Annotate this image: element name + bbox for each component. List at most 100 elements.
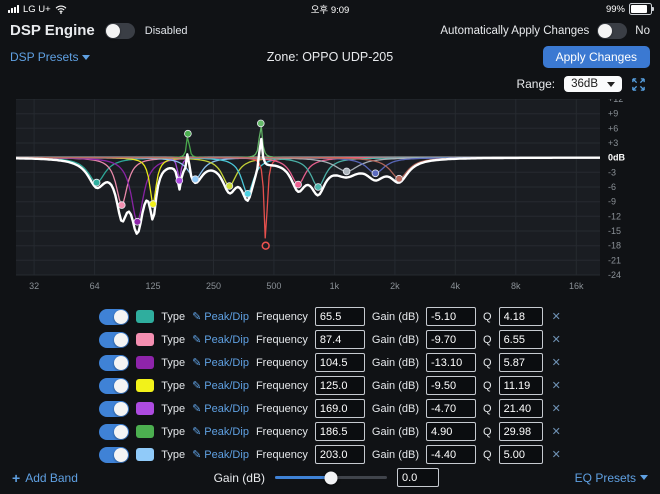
svg-text:-18: -18 (608, 241, 621, 251)
band-gain-input[interactable] (426, 376, 476, 395)
band-frequency-label: Frequency (255, 379, 308, 392)
band-gain-label: Gain (dB) (371, 356, 419, 369)
master-gain-label: Gain (dB) (213, 470, 265, 485)
band-enable-toggle[interactable] (99, 446, 130, 463)
band-edit-link[interactable]: ✎ Peak/Dip (192, 402, 249, 416)
band-q-input[interactable] (498, 376, 543, 395)
eq-band-dot[interactable] (133, 217, 142, 226)
band-frequency-input[interactable] (314, 445, 365, 464)
eq-band-dot[interactable] (184, 129, 192, 138)
eq-band-dot[interactable] (149, 200, 157, 208)
band-edit-link[interactable]: ✎ Peak/Dip (192, 310, 249, 324)
range-select[interactable]: 36dB (564, 76, 622, 92)
svg-text:-12: -12 (608, 211, 621, 221)
band-remove-button[interactable]: ✕ (551, 449, 561, 461)
eq-band-dot[interactable] (243, 190, 252, 198)
svg-text:+9: +9 (608, 109, 618, 119)
band-frequency-label: Frequency (255, 310, 308, 323)
band-remove-button[interactable]: ✕ (551, 403, 561, 415)
slider-thumb[interactable] (324, 471, 338, 484)
band-enable-toggle[interactable] (99, 400, 130, 417)
band-gain-label: Gain (dB) (371, 425, 419, 438)
band-row: Type ✎ Peak/Dip Frequency Gain (dB) Q ✕ (0, 351, 660, 374)
band-edit-label: Peak/Dip (204, 310, 249, 323)
eq-band-dot[interactable] (314, 183, 322, 191)
band-edit-label: Peak/Dip (204, 448, 249, 461)
svg-text:64: 64 (90, 281, 100, 291)
band-enable-toggle[interactable] (99, 354, 130, 371)
master-gain-slider[interactable] (274, 471, 387, 484)
band-gain-input[interactable] (426, 353, 476, 372)
eq-chart[interactable]: +12 +9 +6 +3 0dB -3 -6 -9 -12 -15 -18 -21 -24 32 64 125… (16, 94, 660, 300)
band-remove-button[interactable]: ✕ (551, 380, 561, 392)
band-frequency-input[interactable] (314, 353, 365, 372)
band-q-input[interactable] (498, 445, 543, 464)
apply-changes-button[interactable]: Apply Changes (542, 46, 650, 68)
eq-band-dot[interactable] (118, 201, 126, 209)
eq-band-dot[interactable] (191, 175, 200, 183)
band-edit-link[interactable]: ✎ Peak/Dip (192, 379, 249, 393)
band-q-input[interactable] (498, 330, 543, 349)
eq-band-dot[interactable] (294, 180, 302, 189)
eq-presets-menu[interactable]: EQ Presets (575, 471, 648, 485)
band-q-input[interactable] (498, 307, 543, 326)
band-edit-link[interactable]: ✎ Peak/Dip (192, 448, 249, 462)
pencil-icon: ✎ (192, 426, 202, 438)
eq-band-dot[interactable] (395, 174, 403, 183)
band-enable-toggle[interactable] (99, 308, 130, 325)
eq-band-dot[interactable] (92, 178, 101, 187)
band-remove-button[interactable]: ✕ (551, 334, 561, 346)
zone-label: Zone: OPPO UDP-205 (266, 50, 394, 64)
dsp-disabled-toggle[interactable] (104, 22, 135, 39)
band-type-label: Type (161, 379, 186, 392)
eq-band-dot[interactable] (371, 169, 380, 178)
band-color-swatch (136, 402, 155, 415)
band-edit-link[interactable]: ✎ Peak/Dip (192, 425, 249, 439)
band-enable-toggle[interactable] (99, 331, 130, 348)
band-frequency-input[interactable] (314, 376, 365, 395)
band-frequency-input[interactable] (314, 307, 365, 326)
fullscreen-icon[interactable] (631, 77, 646, 92)
band-gain-input[interactable] (426, 307, 476, 326)
svg-text:2k: 2k (390, 281, 400, 291)
svg-text:-24: -24 (608, 270, 621, 280)
band-frequency-input[interactable] (314, 330, 365, 349)
eq-band-dot[interactable] (261, 241, 270, 250)
band-gain-input[interactable] (426, 422, 476, 441)
eq-band-dot[interactable] (342, 167, 351, 176)
auto-apply-toggle[interactable] (597, 22, 628, 39)
band-remove-button[interactable]: ✕ (551, 311, 561, 323)
band-color-swatch (136, 379, 155, 392)
band-edit-link[interactable]: ✎ Peak/Dip (192, 333, 249, 347)
eq-band-dot[interactable] (225, 182, 234, 190)
master-gain-input[interactable] (396, 468, 439, 487)
eq-band-dots (92, 119, 403, 250)
dsp-presets-menu[interactable]: DSP Presets (10, 50, 91, 64)
band-q-label: Q (483, 333, 492, 346)
band-edit-label: Peak/Dip (204, 356, 249, 369)
add-band-button[interactable]: + Add Band (12, 470, 78, 486)
band-enable-toggle[interactable] (99, 377, 130, 394)
band-type-label: Type (161, 448, 186, 461)
band-q-input[interactable] (498, 399, 543, 418)
band-q-input[interactable] (498, 422, 543, 441)
eq-band-dot[interactable] (175, 176, 184, 185)
band-row: Type ✎ Peak/Dip Frequency Gain (dB) Q ✕ (0, 305, 660, 328)
eq-composite-curve (16, 137, 600, 235)
band-remove-button[interactable]: ✕ (551, 426, 561, 438)
band-enable-toggle[interactable] (99, 423, 130, 440)
band-color-swatch (136, 356, 155, 369)
band-remove-button[interactable]: ✕ (551, 357, 561, 369)
svg-text:-15: -15 (608, 226, 621, 236)
band-frequency-input[interactable] (314, 399, 365, 418)
band-edit-link[interactable]: ✎ Peak/Dip (192, 356, 249, 370)
band-gain-input[interactable] (426, 445, 476, 464)
eq-x-labels: 32 64 125 250 500 1k 2k 4k 8k 16k (29, 281, 584, 291)
eq-band-dot[interactable] (257, 119, 265, 128)
cellular-signal-icon (8, 5, 19, 13)
band-frequency-input[interactable] (314, 422, 365, 441)
band-gain-input[interactable] (426, 399, 476, 418)
band-gain-input[interactable] (426, 330, 476, 349)
band-q-input[interactable] (498, 353, 543, 372)
band-edit-label: Peak/Dip (204, 333, 249, 346)
